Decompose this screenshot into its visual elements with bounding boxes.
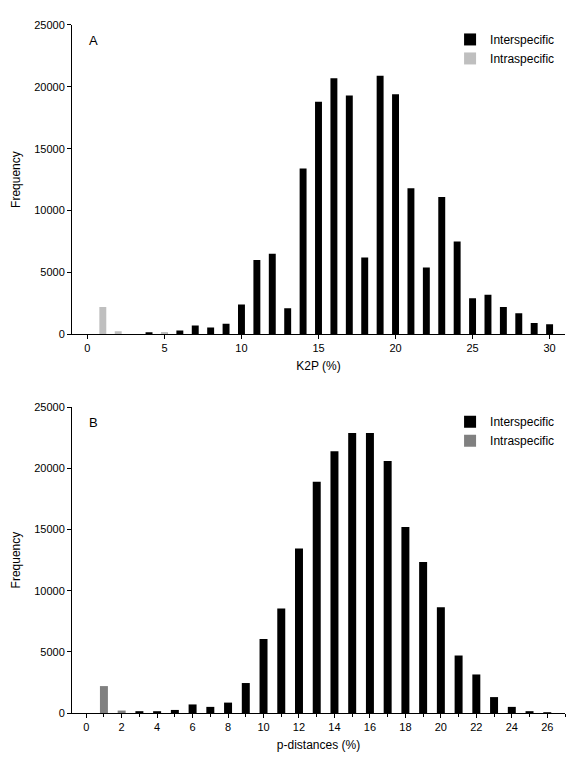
svg-text:25: 25 bbox=[466, 342, 478, 354]
svg-text:0: 0 bbox=[59, 328, 65, 340]
svg-text:16: 16 bbox=[364, 721, 376, 733]
svg-text:20000: 20000 bbox=[34, 462, 65, 474]
svg-text:25000: 25000 bbox=[34, 401, 65, 413]
svg-text:25000: 25000 bbox=[34, 19, 65, 31]
svg-text:A: A bbox=[89, 33, 98, 48]
svg-text:20: 20 bbox=[435, 721, 447, 733]
svg-text:15: 15 bbox=[312, 342, 324, 354]
svg-text:2: 2 bbox=[119, 721, 125, 733]
svg-text:30: 30 bbox=[543, 342, 555, 354]
svg-text:15000: 15000 bbox=[34, 523, 65, 535]
svg-text:4: 4 bbox=[154, 721, 160, 733]
svg-text:10: 10 bbox=[235, 342, 247, 354]
svg-text:18: 18 bbox=[399, 721, 411, 733]
svg-text:14: 14 bbox=[328, 721, 340, 733]
svg-text:0: 0 bbox=[59, 707, 65, 719]
svg-text:26: 26 bbox=[541, 721, 553, 733]
svg-text:10: 10 bbox=[257, 721, 269, 733]
svg-text:6: 6 bbox=[190, 721, 196, 733]
svg-text:Interspecific: Interspecific bbox=[490, 415, 554, 429]
svg-text:8: 8 bbox=[225, 721, 231, 733]
svg-text:5000: 5000 bbox=[40, 266, 64, 278]
svg-text:24: 24 bbox=[506, 721, 518, 733]
svg-text:Interspecific: Interspecific bbox=[490, 33, 554, 47]
svg-text:12: 12 bbox=[293, 721, 305, 733]
svg-text:p-distances (%): p-distances (%) bbox=[277, 738, 360, 752]
svg-text:20: 20 bbox=[389, 342, 401, 354]
svg-text:B: B bbox=[89, 415, 98, 430]
svg-text:Intraspecific: Intraspecific bbox=[490, 434, 554, 448]
svg-text:5: 5 bbox=[161, 342, 167, 354]
svg-text:Frequency: Frequency bbox=[10, 151, 24, 208]
svg-text:20000: 20000 bbox=[34, 81, 65, 93]
svg-text:K2P (%): K2P (%) bbox=[296, 359, 340, 373]
svg-text:Frequency: Frequency bbox=[10, 532, 24, 589]
svg-text:10000: 10000 bbox=[34, 585, 65, 597]
svg-text:0: 0 bbox=[84, 342, 90, 354]
svg-text:15000: 15000 bbox=[34, 143, 65, 155]
svg-text:22: 22 bbox=[470, 721, 482, 733]
svg-text:10000: 10000 bbox=[34, 204, 65, 216]
svg-text:5000: 5000 bbox=[40, 646, 64, 658]
svg-text:0: 0 bbox=[83, 721, 89, 733]
svg-text:Intraspecific: Intraspecific bbox=[490, 52, 554, 66]
